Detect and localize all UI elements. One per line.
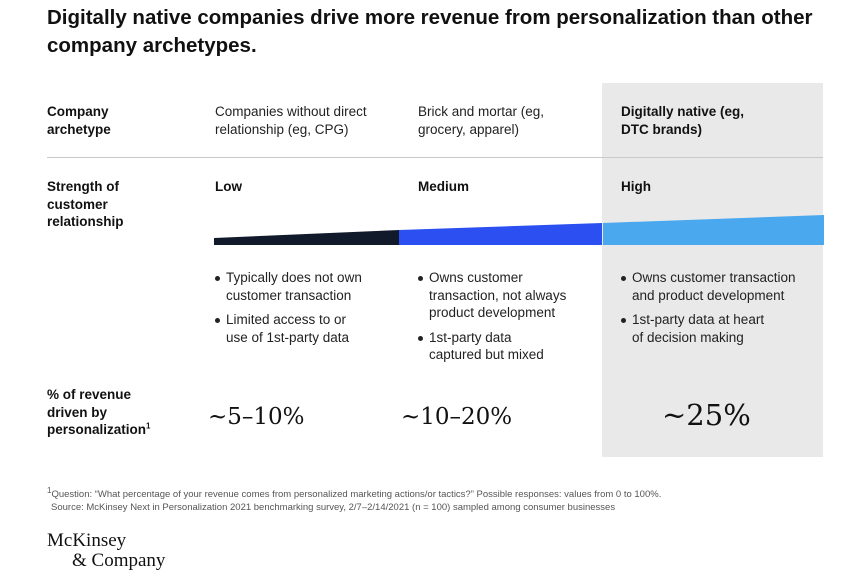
- archetype-cell-brick-mortar: Brick and mortar (eg, grocery, apparel): [418, 104, 545, 137]
- strength-wedge: [214, 215, 824, 245]
- row-label-company-archetype: Company archetype: [47, 104, 111, 137]
- wedge-segment-high: [603, 215, 824, 245]
- list-item: Owns customer transaction, not always pr…: [418, 269, 566, 322]
- footnote-source: Source: McKinsey Next in Personalization…: [51, 502, 616, 513]
- list-item: Typically does not own customer transact…: [215, 269, 362, 304]
- header-divider: [47, 157, 823, 158]
- strength-high: High: [621, 179, 651, 194]
- revenue-value-digitally-native: ~25%: [662, 398, 751, 432]
- footnote-question: Question: “What percentage of your reven…: [51, 489, 662, 500]
- wedge-segment-medium: [399, 223, 602, 245]
- footnote: 1Question: “What percentage of your reve…: [47, 485, 827, 514]
- list-item: Limited access to or use of 1st-party da…: [215, 311, 362, 346]
- page-title: Digitally native companies drive more re…: [47, 6, 813, 57]
- row-label-revenue: % of revenue driven by personalization1: [47, 387, 151, 437]
- revenue-value-brick-mortar: ~10–20%: [401, 404, 513, 430]
- wedge-segment-low: [214, 230, 399, 245]
- archetype-cell-digitally-native: Digitally native (eg, DTC brands): [621, 104, 745, 137]
- archetype-cell-no-direct: Companies without direct relationship (e…: [215, 104, 367, 137]
- bullet-list-digitally-native: Owns customer transaction and product de…: [621, 269, 796, 353]
- footnote-marker: 1: [146, 421, 151, 431]
- bullet-list-no-direct: Typically does not own customer transact…: [215, 269, 362, 353]
- highlighted-column-background: [602, 83, 823, 457]
- mckinsey-logo: McKinsey & Company: [47, 530, 166, 571]
- revenue-value-no-direct: ~5–10%: [208, 404, 305, 430]
- list-item: Owns customer transaction and product de…: [621, 269, 796, 304]
- row-label-strength: Strength of customer relationship: [47, 179, 124, 229]
- footnote-number: 1: [47, 485, 52, 495]
- list-item: 1st-party data at heart of decision maki…: [621, 311, 796, 346]
- strength-low: Low: [215, 179, 242, 194]
- strength-medium: Medium: [418, 179, 470, 194]
- bullet-list-brick-mortar: Owns customer transaction, not always pr…: [418, 269, 566, 371]
- list-item: 1st-party data captured but mixed: [418, 329, 566, 364]
